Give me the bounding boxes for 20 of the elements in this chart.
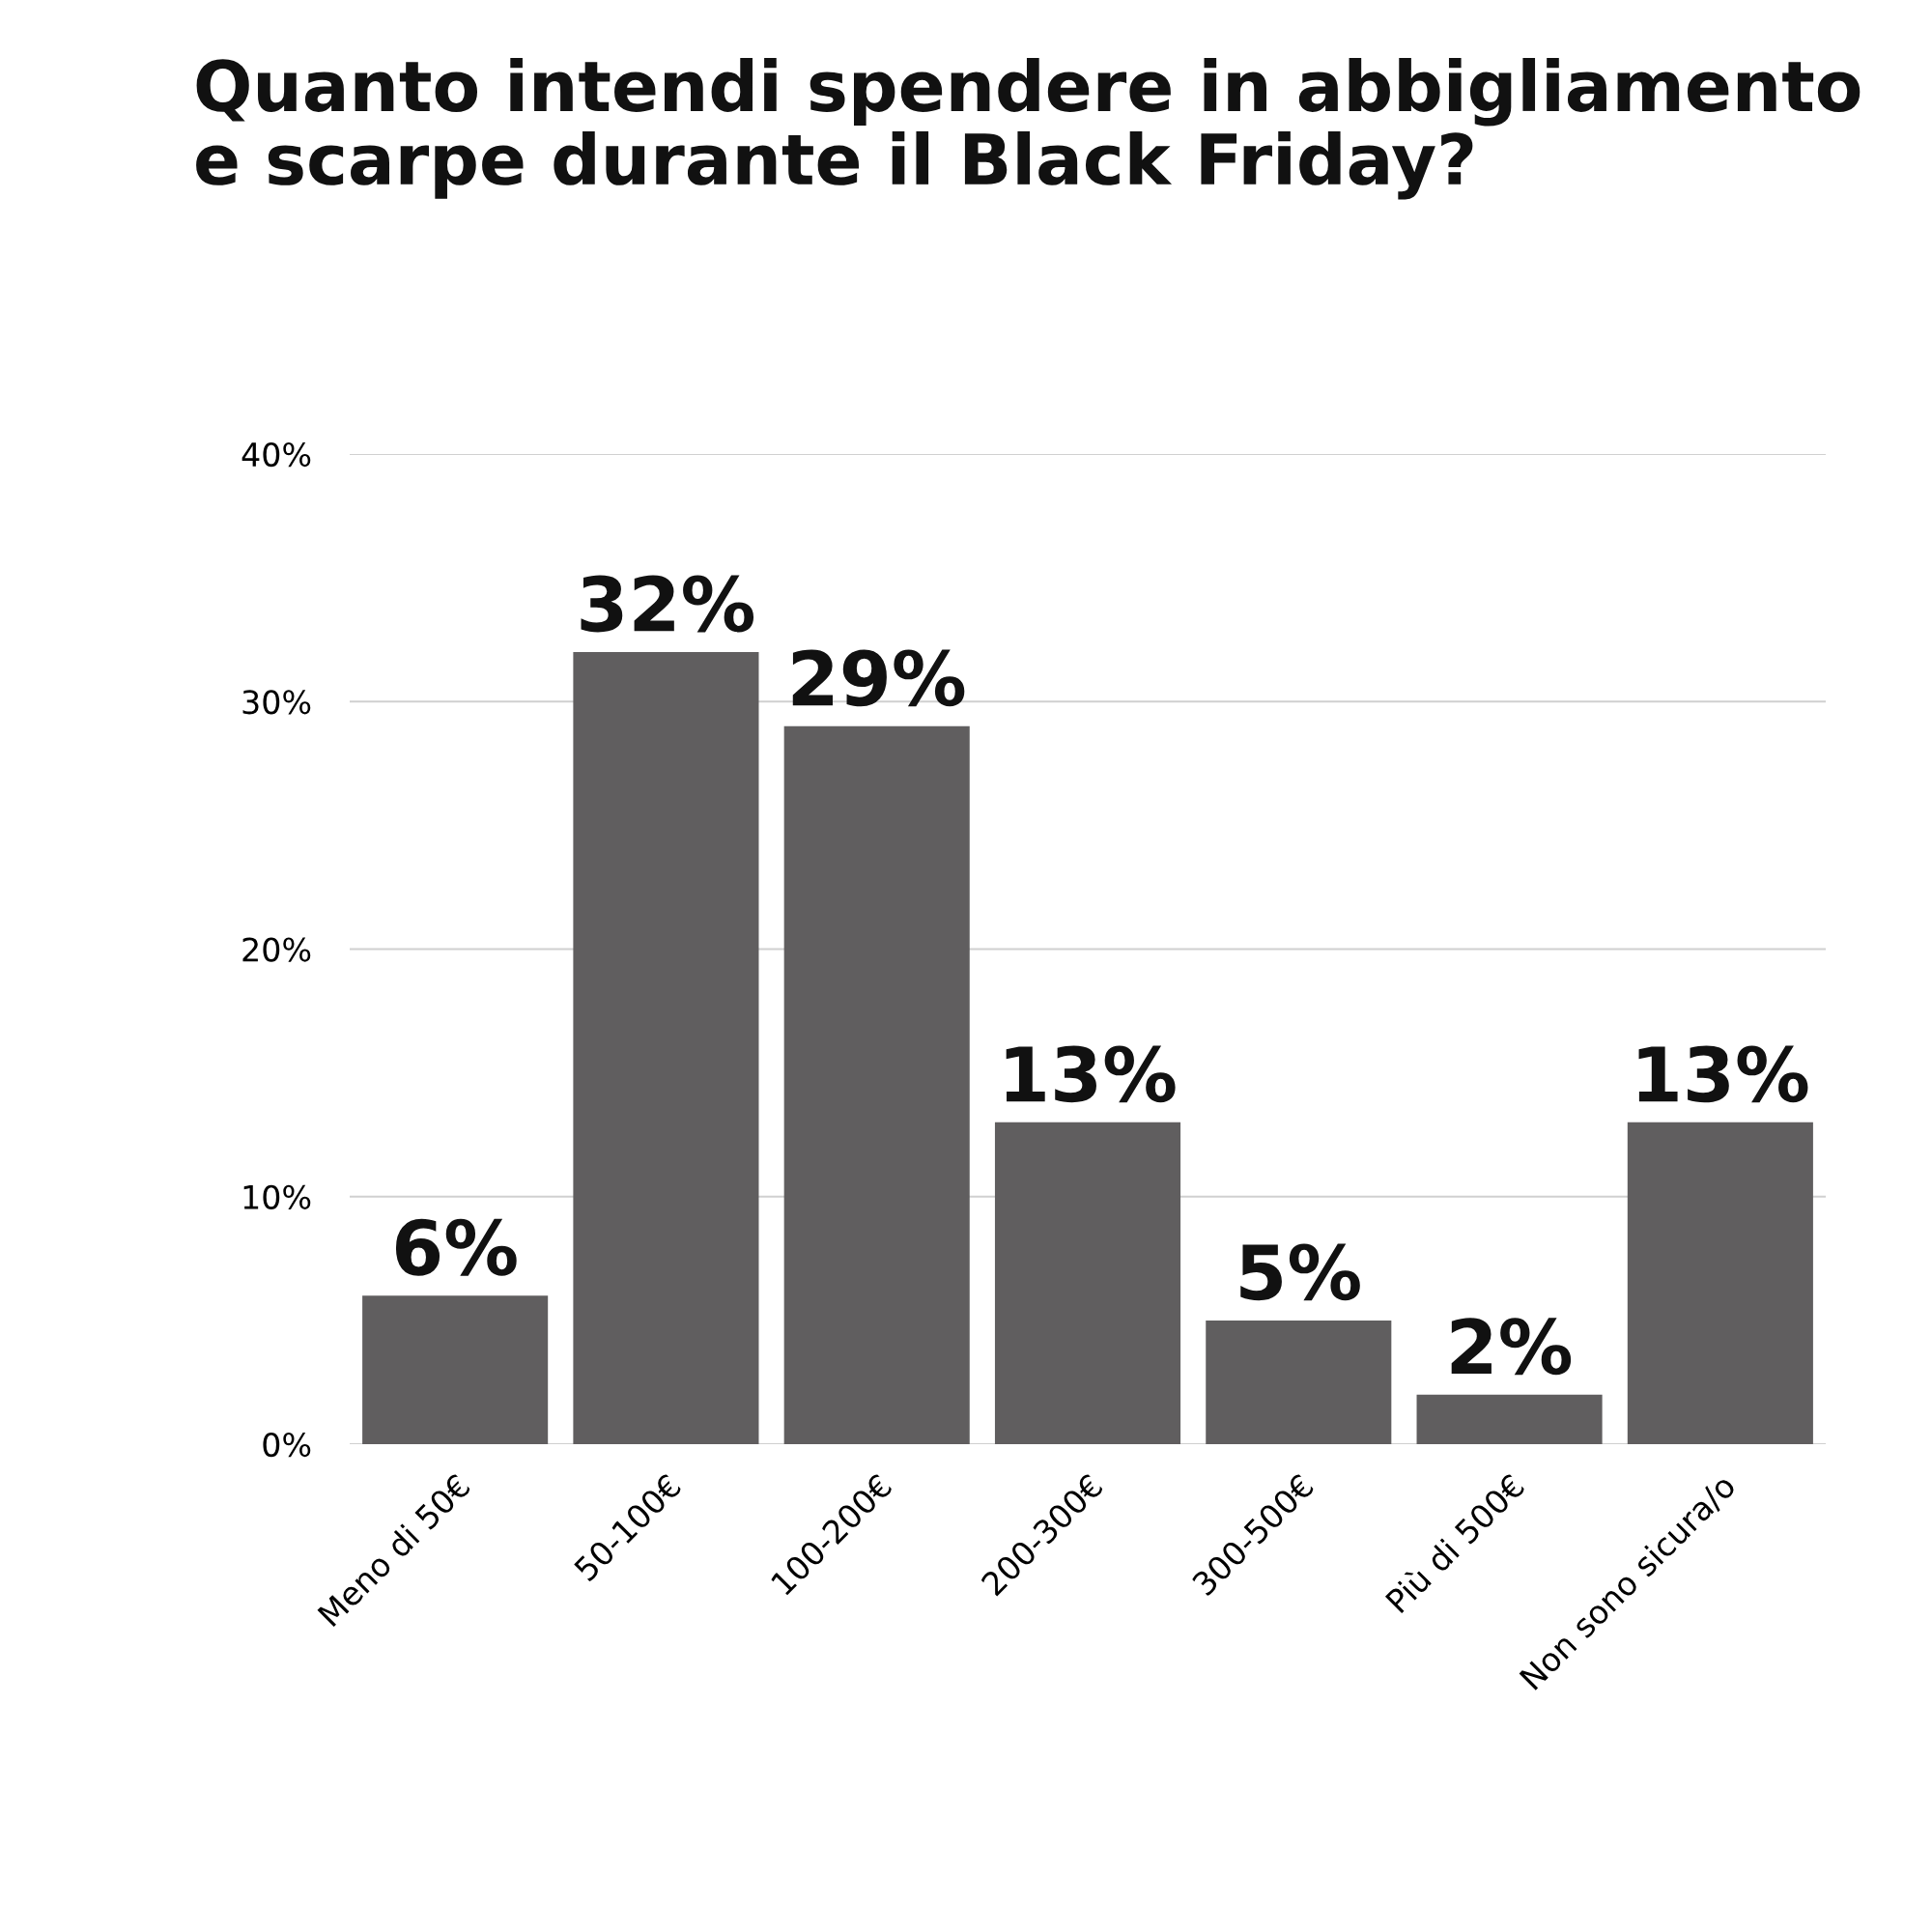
bar — [1416, 1394, 1603, 1444]
data-label: 2% — [1451, 1318, 1572, 1376]
y-tick-label: 0% — [263, 1432, 311, 1458]
bar — [573, 652, 759, 1444]
data-label: 5% — [1240, 1243, 1360, 1301]
bar — [1627, 1122, 1813, 1444]
data-label: 13% — [1006, 1045, 1176, 1103]
bar — [362, 1295, 549, 1444]
data-label: 29% — [792, 649, 965, 707]
data-label: 13% — [1638, 1045, 1808, 1103]
data-label: 6% — [395, 1218, 517, 1276]
y-tick-label: 30% — [242, 690, 311, 715]
y-tick-label: 20% — [242, 937, 311, 962]
bar — [1206, 1320, 1392, 1444]
bar — [783, 725, 970, 1444]
chart-title: Quanto intendi spendere in abbigliamento e scarpe durante il Black Friday? — [196, 58, 1861, 200]
data-label: 32% — [581, 575, 754, 633]
y-tick-label: 40% — [242, 441, 311, 468]
bar — [994, 1122, 1181, 1444]
y-tick-label: 10% — [243, 1184, 311, 1209]
